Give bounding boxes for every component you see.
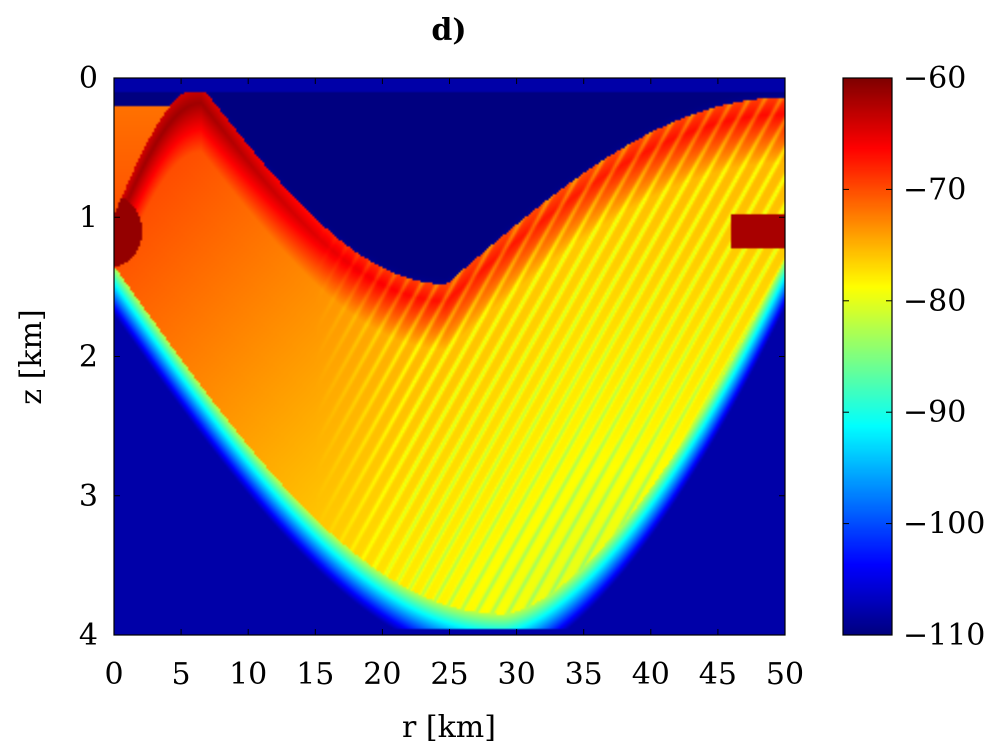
x-axis-label: r [km]: [402, 710, 496, 745]
y-tick-label: 4: [79, 618, 98, 653]
x-tick-label: 35: [565, 657, 603, 692]
x-tick-label: 20: [363, 657, 401, 692]
colorbar-tick-label: −70: [903, 172, 966, 207]
colorbar-tick-label: −100: [903, 507, 985, 542]
colorbar-tick-label: −80: [903, 284, 966, 319]
x-tick-label: 40: [632, 657, 670, 692]
x-tick-label: 25: [430, 657, 468, 692]
y-tick-label: 0: [79, 61, 98, 96]
y-axis: 0 1 2 3 4: [79, 61, 785, 653]
heatmap-plot: [113, 77, 786, 636]
x-tick-label: 0: [104, 657, 123, 692]
colorbar: −60 −70 −80 −90 −100 −110: [842, 61, 985, 653]
colorbar-gradient: [843, 78, 892, 635]
y-tick-label: 2: [79, 340, 98, 375]
x-tick-label: 5: [172, 657, 191, 692]
colorbar-tick-label: −110: [903, 618, 985, 653]
y-axis-label: z [km]: [14, 309, 49, 404]
colorbar-frame: [842, 77, 893, 636]
x-tick-label: 50: [766, 657, 804, 692]
chart-title: d): [431, 13, 466, 48]
heatmap-canvas: [114, 78, 785, 635]
colorbar-tick-label: −60: [903, 61, 966, 96]
x-tick-label: 45: [699, 657, 737, 692]
y-tick-label: 3: [79, 479, 98, 514]
colorbar-ticks: −60 −70 −80 −90 −100 −110: [843, 61, 985, 653]
x-tick-label: 30: [498, 657, 536, 692]
y-tick-label: 1: [79, 200, 98, 235]
x-tick-label: 15: [296, 657, 334, 692]
x-tick-label: 10: [229, 657, 267, 692]
colorbar-tick-label: −90: [903, 395, 966, 430]
x-axis: 0 5 10 15 20 25 30 35 40 45 50: [104, 78, 804, 692]
